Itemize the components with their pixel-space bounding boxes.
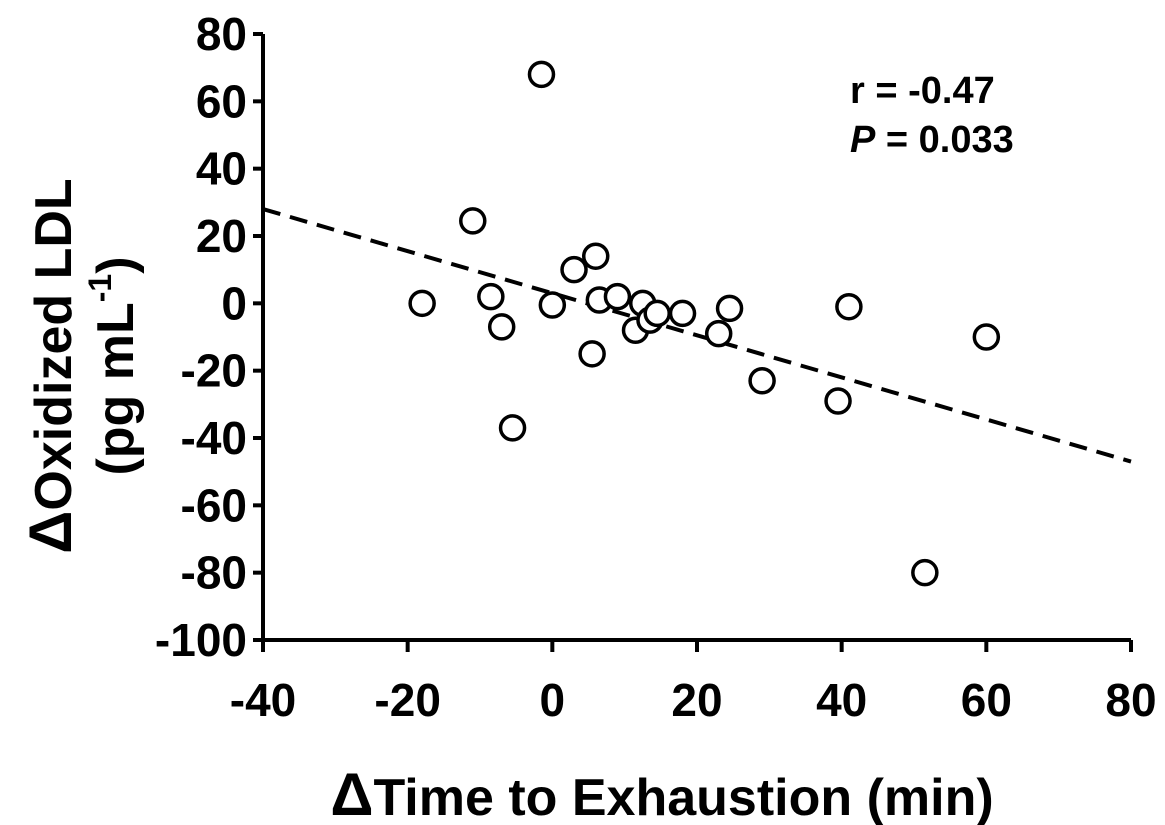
- x-axis-label: Time to Exhaustion (min): [373, 769, 993, 825]
- data-point: [560, 255, 588, 284]
- data-point: [527, 60, 556, 89]
- y-delta-symbol: Δ: [17, 511, 84, 554]
- data-point: [477, 282, 505, 311]
- y-axis-ticks: 80 60 40 20 0 -20 -40 -60 -80 -100: [155, 8, 263, 666]
- x-tick-label: -20: [374, 674, 440, 726]
- y-axis-unit-superscript: -1: [82, 274, 118, 302]
- y-axis-title-line1: ΔOxidized LDL: [17, 178, 84, 553]
- y-axis-label: Oxidized LDL: [25, 178, 83, 510]
- data-point: [498, 414, 527, 442]
- y-axis-unit: (pg mL: [87, 302, 145, 475]
- x-delta-symbol: Δ: [330, 761, 373, 825]
- data-point: [603, 282, 632, 311]
- data-point: [487, 313, 516, 341]
- x-tick-label: 80: [1105, 674, 1156, 726]
- data-point: [668, 299, 697, 328]
- data-point: [581, 242, 610, 270]
- x-tick-label: 0: [540, 674, 566, 726]
- data-point: [748, 367, 776, 395]
- data-points: [408, 60, 1001, 587]
- y-tick-label: -20: [181, 345, 247, 397]
- data-point: [704, 319, 733, 348]
- p-label: P: [850, 119, 876, 161]
- data-point: [835, 292, 863, 321]
- data-point: [911, 558, 939, 587]
- y-axis-unit-close: ): [87, 256, 145, 273]
- data-point: [578, 340, 606, 368]
- data-point: [408, 289, 436, 318]
- y-tick-label: 20: [196, 210, 247, 262]
- x-tick-label: 20: [671, 674, 722, 726]
- x-tick-label: 40: [816, 674, 867, 726]
- y-tick-label: -100: [155, 614, 247, 666]
- y-tick-label: 0: [221, 277, 247, 329]
- y-tick-label: -60: [181, 479, 247, 531]
- p-value-text: P = 0.033: [850, 119, 1014, 161]
- y-tick-label: -80: [181, 547, 247, 599]
- p-value: = 0.033: [875, 119, 1013, 161]
- r-value-text: r = -0.47: [850, 70, 995, 112]
- y-axis-title: ΔOxidized LDL (pg mL-1): [17, 178, 145, 553]
- y-tick-label: 60: [196, 75, 247, 127]
- data-point: [824, 387, 852, 415]
- y-tick-label: 80: [196, 8, 247, 60]
- data-point: [972, 323, 1001, 351]
- x-tick-label: 60: [961, 674, 1012, 726]
- x-tick-label: -40: [230, 674, 296, 726]
- data-point: [715, 294, 744, 323]
- y-tick-label: -40: [181, 412, 247, 464]
- trendline: [262, 207, 1132, 464]
- data-point: [538, 291, 567, 319]
- y-axis-title-line2: (pg mL-1): [82, 256, 145, 475]
- y-tick-label: 40: [196, 143, 247, 195]
- x-axis-title: ΔTime to Exhaustion (min): [330, 761, 993, 825]
- x-axis-ticks: -40 -20 0 20 40 60 80: [230, 640, 1157, 726]
- data-point: [459, 207, 487, 235]
- data-point: [643, 299, 671, 328]
- correlation-annotation: r = -0.47 P = 0.033: [850, 70, 1014, 161]
